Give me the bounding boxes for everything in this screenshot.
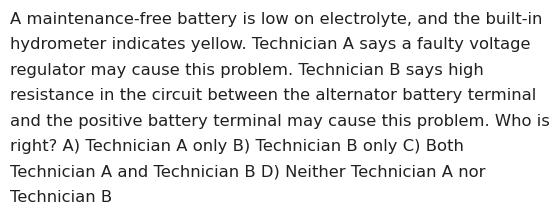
Text: A maintenance-free battery is low on electrolyte, and the built-in: A maintenance-free battery is low on ele… [10,12,542,27]
Text: right? A) Technician A only B) Technician B only C) Both: right? A) Technician A only B) Technicia… [10,139,464,154]
Text: and the positive battery terminal may cause this problem. Who is: and the positive battery terminal may ca… [10,114,550,129]
Text: hydrometer indicates yellow. Technician A says a faulty voltage: hydrometer indicates yellow. Technician … [10,37,531,52]
Text: regulator may cause this problem. Technician B says high: regulator may cause this problem. Techni… [10,63,484,78]
Text: Technician A and Technician B D) Neither Technician A nor: Technician A and Technician B D) Neither… [10,165,485,180]
Text: Technician B: Technician B [10,190,112,205]
Text: resistance in the circuit between the alternator battery terminal: resistance in the circuit between the al… [10,88,536,103]
